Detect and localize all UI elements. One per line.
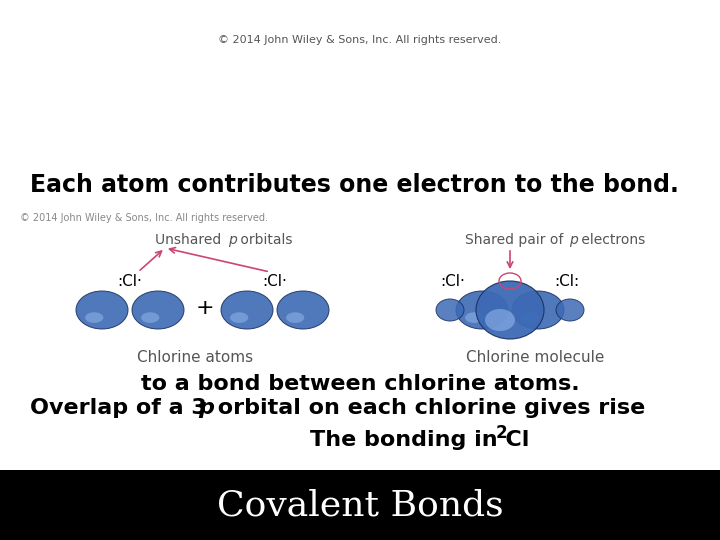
Ellipse shape [221, 291, 273, 329]
Ellipse shape [556, 299, 584, 321]
Ellipse shape [141, 312, 159, 323]
Text: :Cl·: :Cl· [441, 274, 465, 289]
Bar [0, 470, 720, 540]
Text: orbital on each chlorine gives rise: orbital on each chlorine gives rise [210, 398, 645, 418]
Ellipse shape [465, 312, 483, 323]
Ellipse shape [230, 312, 248, 323]
Text: Each atom contributes one electron to the bond.: Each atom contributes one electron to th… [30, 173, 679, 197]
Text: © 2014 John Wiley & Sons, Inc. All rights reserved.: © 2014 John Wiley & Sons, Inc. All right… [20, 213, 268, 223]
Text: +: + [196, 298, 215, 318]
Ellipse shape [512, 291, 564, 329]
Text: 2: 2 [496, 424, 508, 442]
Ellipse shape [286, 312, 305, 323]
Text: :Cl:: :Cl: [554, 274, 580, 289]
Ellipse shape [76, 291, 128, 329]
Text: Shared pair of: Shared pair of [465, 233, 568, 247]
Text: © 2014 John Wiley & Sons, Inc. All rights reserved.: © 2014 John Wiley & Sons, Inc. All right… [218, 35, 502, 45]
Text: Chlorine molecule: Chlorine molecule [466, 350, 604, 366]
Ellipse shape [436, 299, 464, 321]
Text: orbitals: orbitals [236, 233, 292, 247]
Ellipse shape [277, 291, 329, 329]
Text: :Cl·: :Cl· [263, 274, 287, 289]
Text: Chlorine atoms: Chlorine atoms [137, 350, 253, 366]
Text: p: p [228, 233, 237, 247]
Ellipse shape [485, 309, 515, 331]
Text: Overlap of a 3: Overlap of a 3 [30, 398, 207, 418]
Text: Unshared: Unshared [155, 233, 225, 247]
Text: Covalent Bonds: Covalent Bonds [217, 488, 503, 522]
Ellipse shape [132, 291, 184, 329]
Text: electrons: electrons [577, 233, 645, 247]
Ellipse shape [85, 312, 103, 323]
Text: p: p [198, 398, 214, 418]
Ellipse shape [476, 281, 544, 339]
Text: :Cl·: :Cl· [117, 274, 143, 289]
Ellipse shape [521, 312, 539, 323]
Text: to a bond between chlorine atoms.: to a bond between chlorine atoms. [140, 374, 580, 394]
Text: p: p [569, 233, 577, 247]
Text: The bonding in Cl: The bonding in Cl [310, 430, 529, 450]
Ellipse shape [456, 291, 508, 329]
